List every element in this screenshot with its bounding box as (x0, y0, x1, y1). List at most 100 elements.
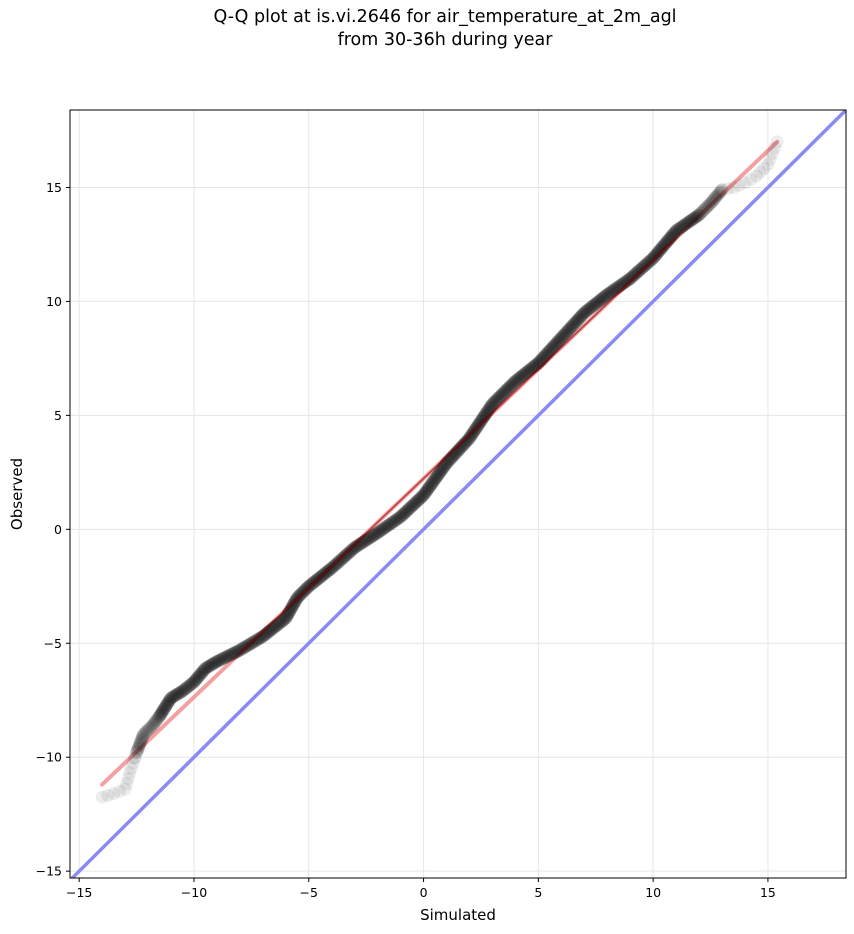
quantile-point (766, 146, 780, 160)
quantile-point (727, 180, 741, 194)
quantile-point (560, 325, 574, 339)
quantile-point (379, 520, 393, 534)
quantile-point (493, 390, 507, 404)
quantile-point (342, 546, 356, 560)
quantile-point (157, 703, 171, 717)
quantile-point (642, 255, 656, 269)
quantile-point (695, 205, 709, 219)
quantile-point (599, 289, 613, 303)
quantile-point (635, 261, 649, 275)
quantile-point (500, 383, 514, 397)
quantile-point (478, 408, 492, 422)
quantile-point (156, 704, 170, 718)
quantile-point (634, 262, 648, 276)
quantile-point (382, 518, 396, 532)
quantile-point (548, 338, 562, 352)
quantile-point (498, 384, 512, 398)
quantile-point (351, 538, 365, 552)
quantile-point (594, 292, 608, 306)
quantile-point (251, 633, 265, 647)
quantile-point (287, 596, 301, 610)
quantile-point (107, 787, 121, 801)
quantile-point (349, 539, 363, 553)
y-tick-label: −10 (36, 750, 62, 765)
fit-line-core (239, 237, 677, 654)
quantile-point (366, 529, 380, 543)
quantile-point (200, 660, 214, 674)
quantile-point (702, 198, 716, 212)
quantile-point (369, 527, 383, 541)
quantile-point (374, 523, 388, 537)
quantile-point (495, 387, 509, 401)
identity-line (70, 110, 846, 878)
quantile-point (160, 698, 174, 712)
quantile-point (364, 530, 378, 544)
quantile-point (473, 415, 487, 429)
quantile-point (518, 367, 532, 381)
quantile-point (175, 684, 189, 698)
quantile-point (437, 459, 451, 473)
quantile-point (506, 377, 520, 391)
quantile-point (564, 321, 578, 335)
quantile-point (572, 312, 586, 326)
quantile-point (686, 212, 700, 226)
quantile-point (549, 337, 563, 351)
quantile-point (353, 537, 367, 551)
quantile-point (177, 683, 191, 697)
quantile-point (643, 254, 657, 268)
quantile-point (202, 659, 216, 673)
quantile-point (579, 305, 593, 319)
quantile-point (190, 672, 204, 686)
plot-area (70, 110, 846, 878)
quantile-point (345, 543, 359, 557)
quantile-point (552, 334, 566, 348)
quantile-point (434, 464, 448, 478)
quantile-point (118, 782, 132, 796)
x-axis-label: Simulated (420, 906, 496, 924)
quantile-point (238, 640, 252, 654)
quantile-point (277, 612, 291, 626)
quantile-point (332, 554, 346, 568)
quantile-point (623, 272, 637, 286)
y-tick-label: −5 (44, 636, 62, 651)
quantile-point (476, 412, 490, 426)
quantile-point (302, 579, 316, 593)
quantile-point (684, 214, 698, 228)
quantile-point (279, 611, 293, 625)
quantile-point (653, 244, 667, 258)
quantile-point (325, 561, 339, 575)
quantile-point (134, 735, 148, 749)
quantile-point (668, 225, 682, 239)
quantile-point (647, 250, 661, 264)
quantile-point (188, 673, 202, 687)
quantile-point (677, 218, 691, 232)
quantile-point (465, 428, 479, 442)
quantile-point (144, 720, 158, 734)
quantile-point (128, 751, 142, 765)
quantile-point (738, 176, 752, 190)
quantile-point (573, 310, 587, 324)
quantile-point (484, 399, 498, 413)
quantile-point (285, 601, 299, 615)
quantile-point (604, 285, 618, 299)
quantile-point (597, 290, 611, 304)
quantile-point (690, 209, 704, 223)
quantile-point (422, 480, 436, 494)
quantile-point (273, 616, 287, 630)
quantile-point (539, 347, 553, 361)
quantile-point (219, 650, 233, 664)
quantile-point (208, 655, 222, 669)
quantile-point (425, 477, 439, 491)
quantile-point (339, 549, 353, 563)
quantile-point (605, 284, 619, 298)
x-axis-ticks: −15 −10 −5 0 5 10 15 (66, 878, 776, 900)
quantile-point (229, 645, 243, 659)
quantile-point (184, 678, 198, 692)
quantile-point (629, 266, 643, 280)
quantile-point (689, 210, 703, 224)
quantile-point (487, 396, 501, 410)
quantile-point (504, 378, 518, 392)
chart-title: Q-Q plot at is.vi.2646 for air_temperatu… (0, 6, 854, 52)
quantile-point (174, 685, 188, 699)
quantile-point (429, 471, 443, 485)
